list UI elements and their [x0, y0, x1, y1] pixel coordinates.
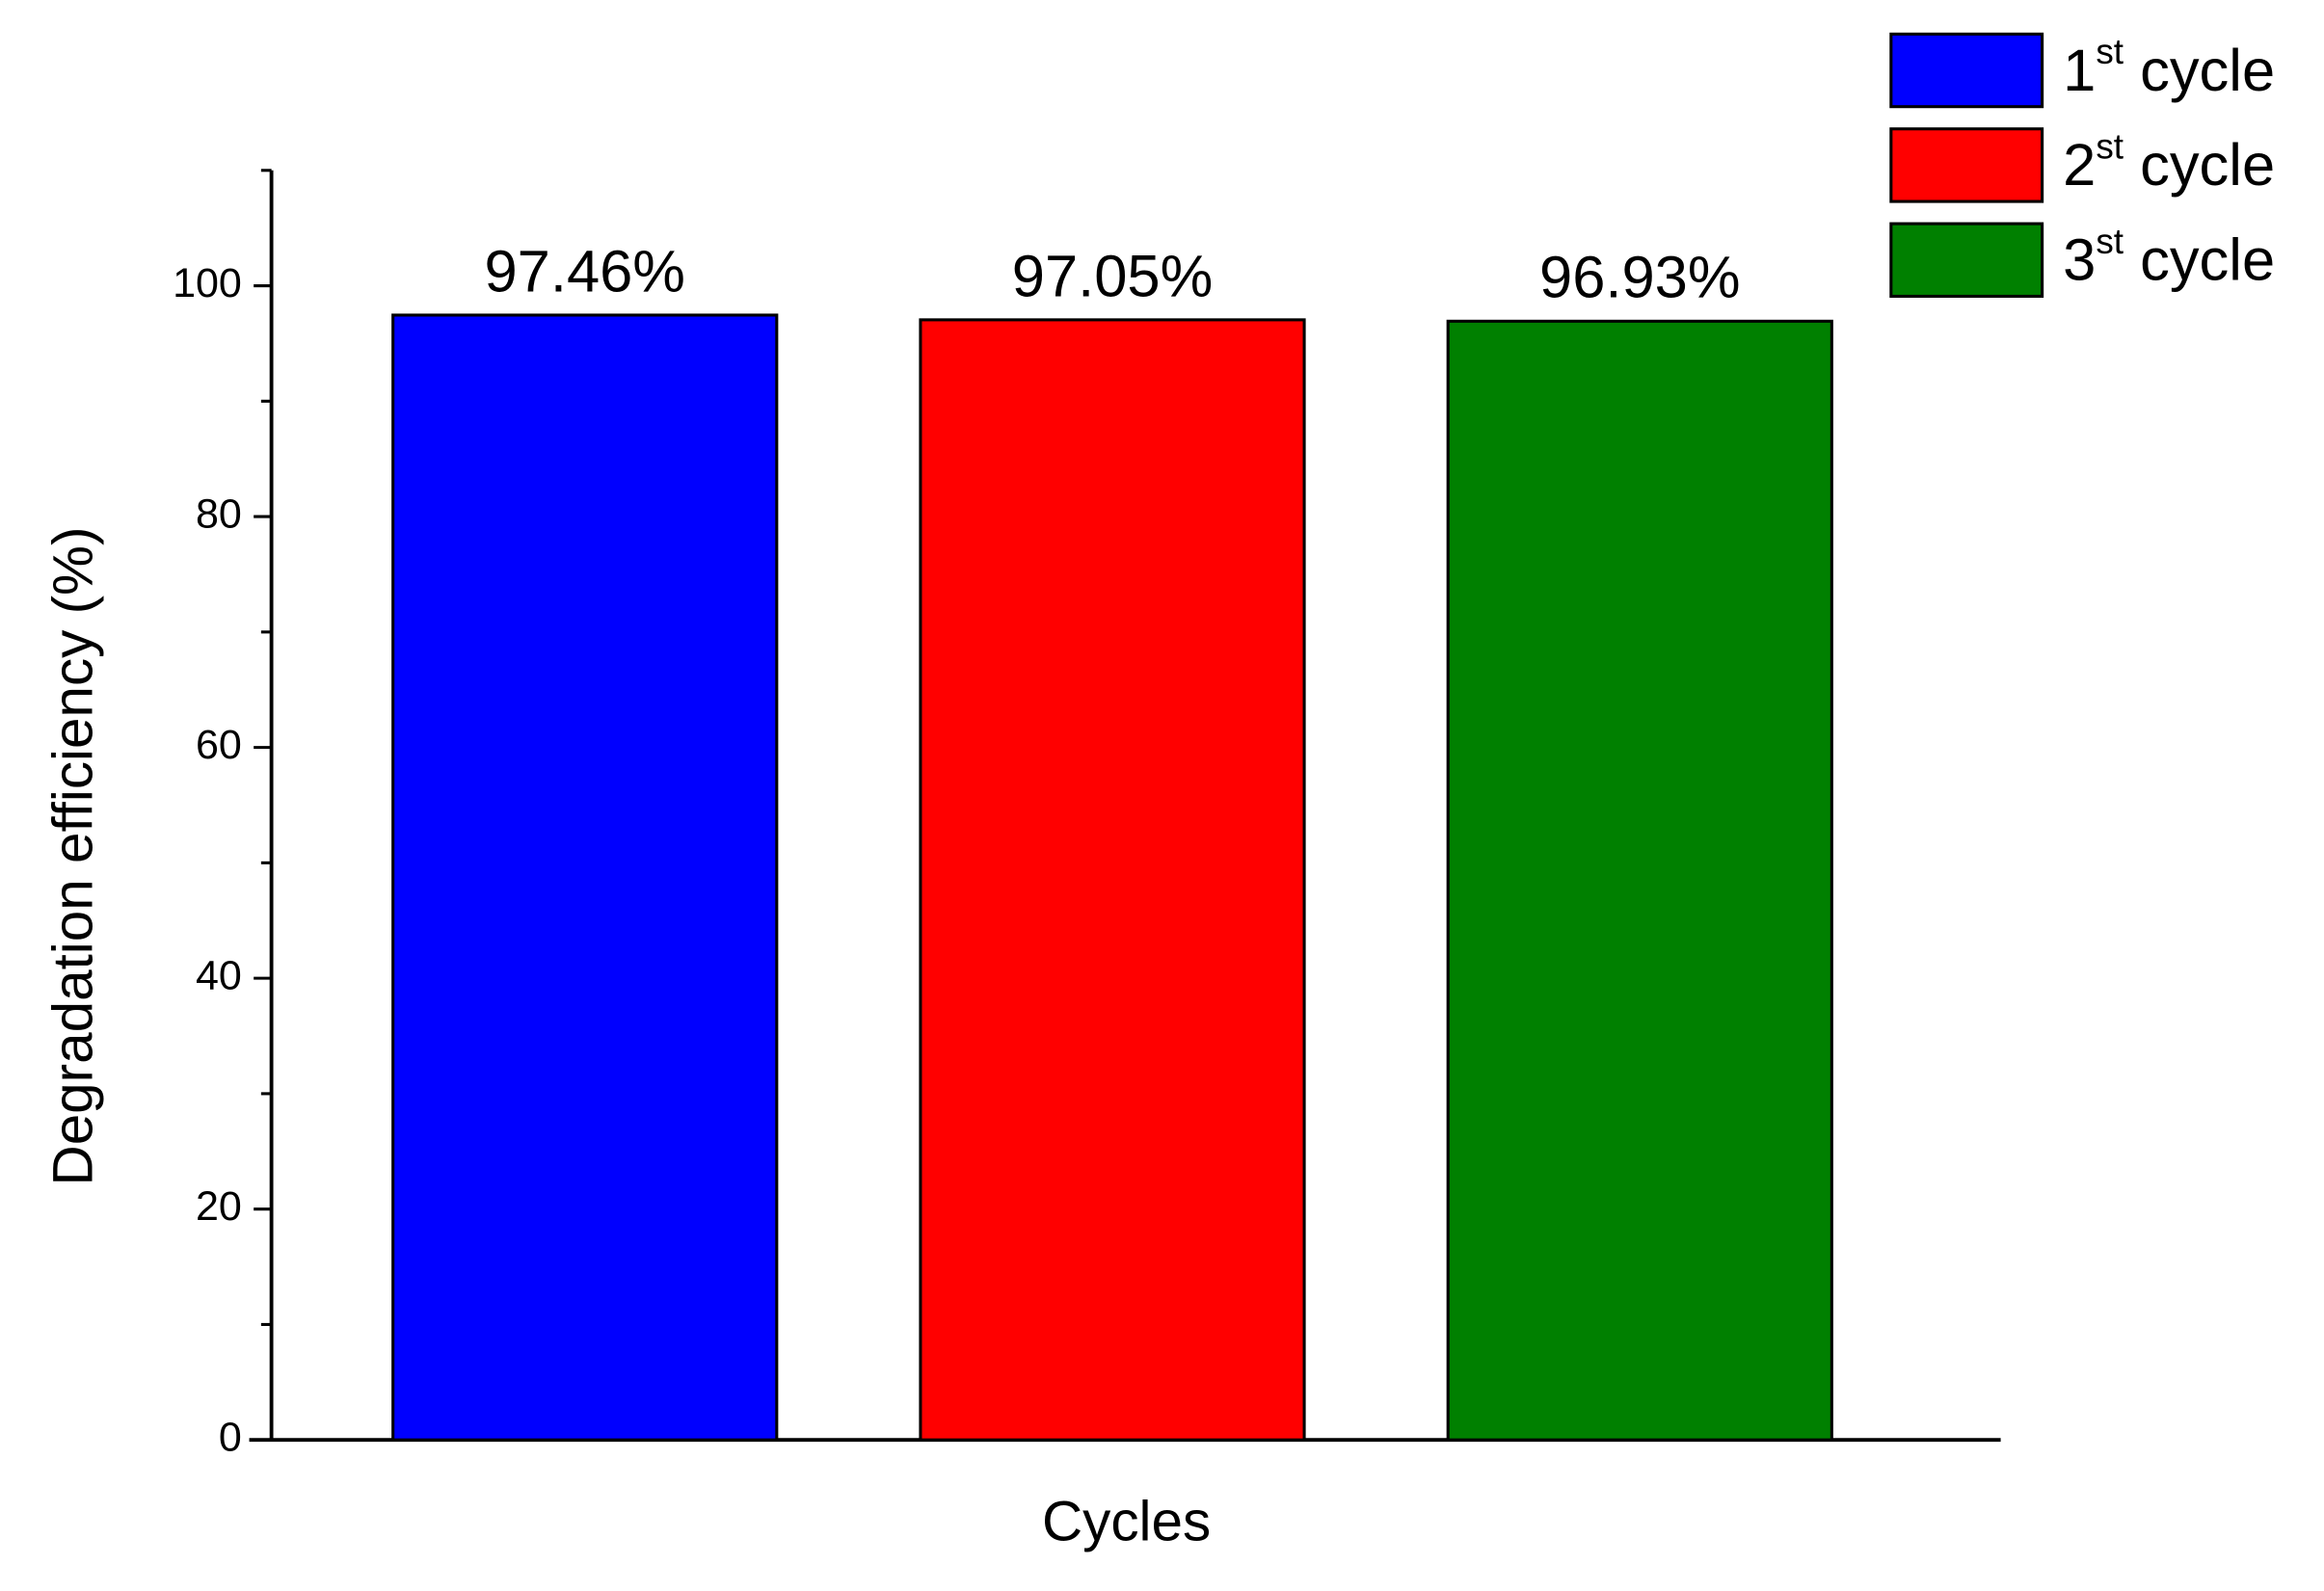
y-tick-label: 20: [196, 1183, 242, 1230]
value-label: 97.46%: [485, 238, 685, 305]
y-tick-label: 80: [196, 491, 242, 537]
y-tick-label: 60: [196, 722, 242, 768]
bar: [391, 313, 779, 1442]
x-axis-label: Cycles: [1042, 1491, 1211, 1553]
bar: [919, 318, 1306, 1442]
value-label: 96.93%: [1539, 245, 1740, 311]
bar: [1446, 319, 1833, 1442]
legend-swatch: [1889, 32, 2044, 109]
y-tick-label: 0: [219, 1415, 242, 1461]
value-label: 97.05%: [1012, 243, 1213, 309]
y-axis-label: Degradation efficiency (%): [42, 527, 105, 1186]
y-tick-label: 40: [196, 953, 242, 999]
legend-label: 2st cycle: [2063, 126, 2275, 199]
legend-swatch: [1889, 222, 2044, 298]
legend-label: 1st cycle: [2063, 32, 2275, 104]
legend-label: 3st cycle: [2063, 222, 2275, 294]
y-tick-label: 100: [173, 260, 242, 306]
legend-swatch: [1889, 127, 2044, 203]
